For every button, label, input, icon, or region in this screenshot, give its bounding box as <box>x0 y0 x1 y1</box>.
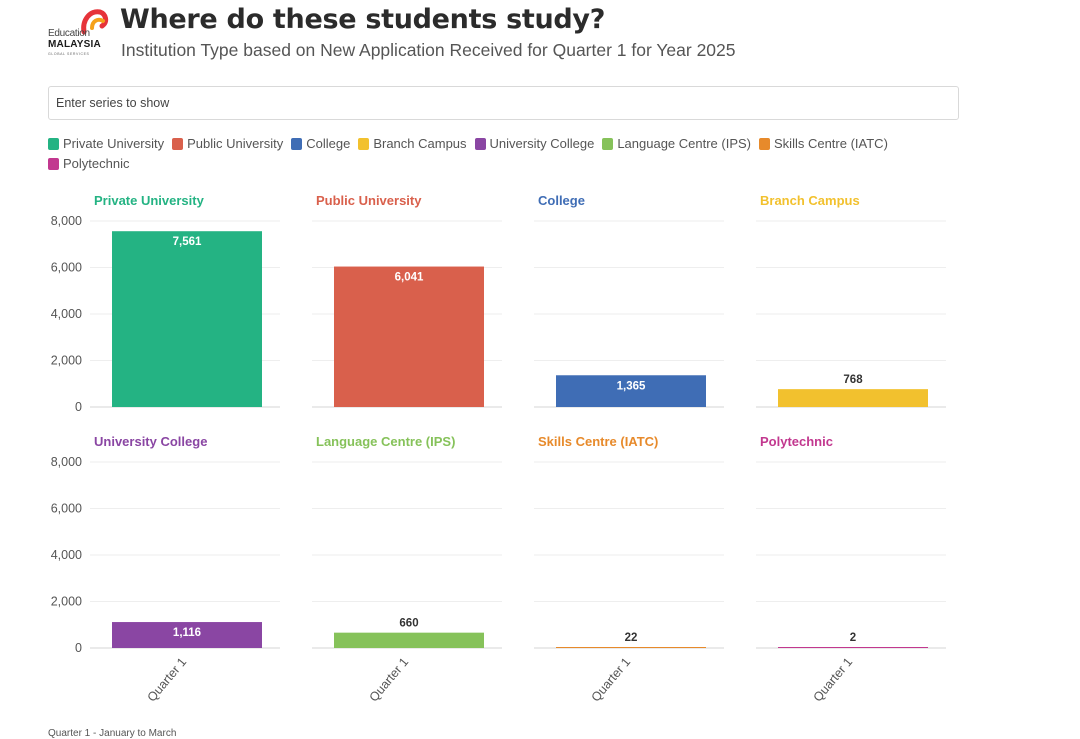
legend-label: University College <box>489 136 595 151</box>
data-label-skills-centre-iatc: 22 <box>625 632 638 644</box>
chart-header: Education MALAYSIA GLOBAL SERVICES Where… <box>48 4 1048 70</box>
legend-swatch <box>358 138 370 150</box>
chart-subtitle: Institution Type based on New Applicatio… <box>121 40 736 60</box>
legend-swatch <box>602 138 614 150</box>
y-tick-label: 4,000 <box>51 307 82 321</box>
legend-label: Skills Centre (IATC) <box>774 136 888 151</box>
bar-college <box>556 375 706 407</box>
bar-university-college <box>112 622 262 648</box>
x-tick-label: Quarter 1 <box>811 655 856 704</box>
legend-item-college[interactable]: College <box>291 136 350 152</box>
legend-swatch <box>48 158 59 170</box>
chart-footnote: Quarter 1 - January to March <box>48 728 177 739</box>
panel-title-branch-campus: Branch Campus <box>760 193 860 208</box>
data-label-branch-campus: 768 <box>843 374 863 386</box>
bar-private-university <box>112 231 262 407</box>
legend-swatch <box>759 138 771 150</box>
y-tick-label: 6,000 <box>51 502 82 516</box>
legend-swatch <box>291 138 303 150</box>
legend-item-private-university[interactable]: Private University <box>48 136 164 152</box>
panel-title-university-college: University College <box>94 434 207 449</box>
chart-title: Where do these students study? <box>120 4 606 35</box>
panel-title-private-university: Private University <box>94 193 205 208</box>
bar-skills-centre-iatc <box>556 647 706 648</box>
data-label-university-college: 1,116 <box>173 627 201 639</box>
panel-title-college: College <box>538 193 585 208</box>
data-label-polytechnic: 2 <box>850 632 856 644</box>
legend-label: Polytechnic <box>63 156 130 171</box>
legend-label: Branch Campus <box>373 136 467 151</box>
bar-branch-campus <box>778 389 928 407</box>
legend-item-skills-centre-iatc[interactable]: Skills Centre (IATC) <box>759 136 888 152</box>
y-tick-label: 2,000 <box>51 354 82 368</box>
legend-swatch <box>474 138 486 150</box>
panel-title-language-centre-ips: Language Centre (IPS) <box>316 434 455 449</box>
legend-label: Private University <box>63 136 165 151</box>
logo-text-malaysia: MALAYSIA <box>48 39 101 50</box>
legend-item-branch-campus[interactable]: Branch Campus <box>358 136 467 152</box>
y-tick-label: 6,000 <box>51 261 82 275</box>
bar-polytechnic <box>778 647 928 648</box>
education-malaysia-logo: Education MALAYSIA GLOBAL SERVICES <box>48 6 118 66</box>
legend-item-language-centre-ips[interactable]: Language Centre (IPS) <box>602 136 751 152</box>
y-tick-label: 2,000 <box>51 595 82 609</box>
panel-title-skills-centre-iatc: Skills Centre (IATC) <box>538 434 658 449</box>
x-tick-label: Quarter 1 <box>367 655 412 704</box>
panel-title-public-university: Public University <box>316 193 422 208</box>
legend-label: College <box>306 136 351 151</box>
legend-label: Language Centre (IPS) <box>617 136 752 151</box>
legend-item-public-university[interactable]: Public University <box>172 136 283 152</box>
legend-label: Public University <box>187 136 284 151</box>
bar-public-university <box>334 266 484 407</box>
y-tick-label: 4,000 <box>51 548 82 562</box>
y-tick-label: 8,000 <box>51 455 82 469</box>
logo-mark-icon <box>81 9 109 35</box>
legend-swatch <box>48 138 59 150</box>
data-label-public-university: 6,041 <box>395 272 424 284</box>
logo-tagline: GLOBAL SERVICES <box>48 52 90 56</box>
data-label-private-university: 7,561 <box>173 236 202 248</box>
series-search-input[interactable] <box>48 86 959 120</box>
y-tick-label: 8,000 <box>51 214 82 228</box>
logo-text-education: Education <box>48 28 90 39</box>
y-tick-label: 0 <box>75 641 82 655</box>
chart-legend: Private University Public University Colle… <box>48 136 948 172</box>
panel-title-polytechnic: Polytechnic <box>760 434 833 449</box>
legend-swatch <box>172 138 184 150</box>
bar-language-centre-ips <box>334 632 484 648</box>
x-tick-label: Quarter 1 <box>589 655 634 704</box>
legend-item-university-college[interactable]: University College <box>474 136 595 152</box>
legend-item-polytechnic[interactable]: Polytechnic <box>48 156 129 172</box>
y-tick-label: 0 <box>75 400 82 414</box>
x-tick-label: Quarter 1 <box>145 655 190 704</box>
data-label-college: 1,365 <box>617 380 646 392</box>
data-label-language-centre-ips: 660 <box>399 618 418 630</box>
